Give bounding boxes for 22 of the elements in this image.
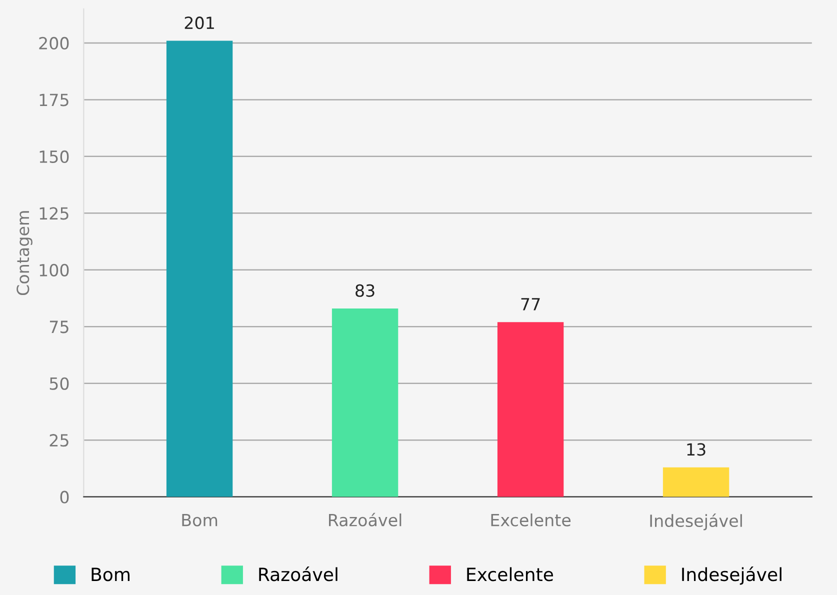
x-tick-label: Excelente (491, 513, 571, 526)
data-label: 83 (356, 284, 374, 297)
x-tick-label: Razoável (329, 512, 402, 526)
y-tick-label: 100 (40, 264, 69, 276)
legend-label: Indesejável (682, 566, 782, 585)
y-tick-label: 150 (40, 150, 69, 163)
y-tick-label: 0 (60, 490, 69, 504)
x-tick-label: Indesejável (650, 513, 742, 530)
legend-label: Razoável (259, 566, 338, 582)
x-tick-label: Bom (182, 514, 218, 526)
legend-label: Bom (92, 568, 130, 582)
y-tick-label: 200 (39, 36, 69, 50)
data-label: 13 (687, 443, 706, 456)
data-label: 77 (521, 298, 540, 310)
y-tick-label: 75 (50, 320, 68, 334)
y-tick-label: 175 (40, 94, 68, 106)
y-tick-label: 125 (40, 207, 68, 220)
y-tick-label: 50 (50, 377, 69, 390)
y-axis-title: Contagem (16, 211, 32, 296)
legend-label: Excelente (467, 567, 554, 582)
y-tick-label: 25 (50, 434, 68, 447)
data-label: 201 (184, 16, 214, 30)
